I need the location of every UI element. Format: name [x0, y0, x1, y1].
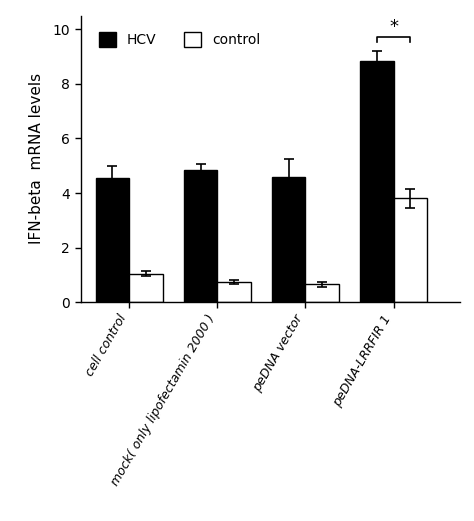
Bar — [217, 282, 251, 302]
Bar — [360, 60, 393, 302]
Bar — [184, 170, 217, 302]
Bar — [96, 178, 129, 302]
Y-axis label: IFN-beta  mRNA levels: IFN-beta mRNA levels — [29, 73, 44, 244]
Text: *: * — [389, 18, 398, 36]
Bar — [393, 199, 427, 302]
Bar — [305, 284, 339, 302]
Legend: HCV, control: HCV, control — [95, 28, 264, 52]
Bar — [272, 177, 305, 302]
Bar — [129, 274, 163, 302]
